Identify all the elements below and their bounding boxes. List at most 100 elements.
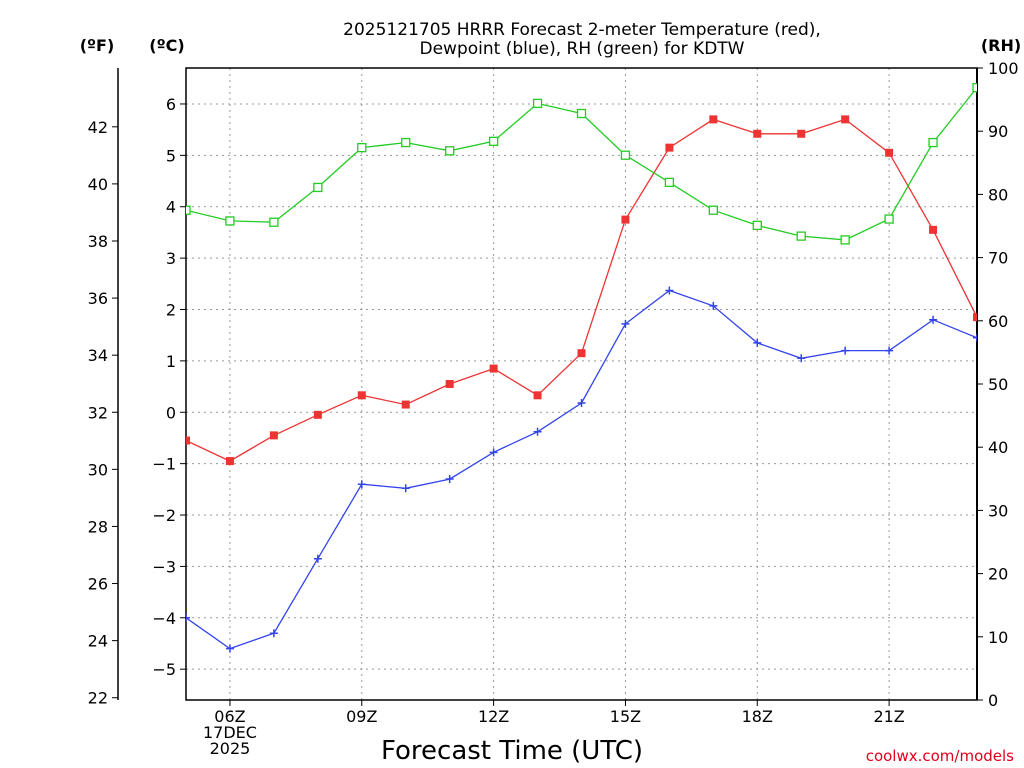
rh-tick-label: 60 [988, 312, 1008, 331]
rh-tick-label: 80 [988, 185, 1008, 204]
dewpoint-point [841, 346, 850, 355]
celsius-axis: −5 −4 −3 −2 −1 0 1 2 3 4 5 6 [152, 95, 186, 679]
fahrenheit-tick-label: 22 [88, 689, 108, 708]
dewpoint-point [929, 315, 938, 324]
temperature-point [841, 115, 850, 124]
celsius-unit-label: (ºC) [149, 36, 184, 55]
rh-point [620, 150, 631, 160]
temperature-point [621, 215, 630, 224]
fahrenheit-tick-label: 36 [88, 289, 108, 308]
data-series [186, 82, 977, 653]
rh-tick-label: 100 [988, 59, 1019, 78]
rh-tick-label: 50 [988, 375, 1008, 394]
temperature-point [709, 115, 718, 124]
dewpoint-point [577, 399, 586, 408]
celsius-tick-label: 5 [166, 146, 176, 165]
rh-tick-label: 70 [988, 249, 1008, 268]
axes [117, 67, 978, 701]
dewpoint-point [225, 644, 234, 653]
celsius-tick-label: −1 [152, 455, 176, 474]
rh-series [186, 82, 977, 245]
rh-point [532, 98, 543, 109]
time-tick-label: 06Z [214, 707, 245, 726]
temperature-point [445, 380, 454, 388]
celsius-tick-label: 3 [166, 249, 176, 268]
temperature-point [357, 391, 366, 400]
rh-point [708, 205, 718, 215]
dewpoint-point [621, 319, 630, 328]
x-axis-label: Forecast Time (UTC) [381, 736, 643, 766]
temperature-point [577, 349, 586, 358]
dewpoint-point [885, 346, 894, 355]
dewpoint-point [753, 338, 762, 347]
rh-point [401, 137, 411, 148]
time-tick-label: 12Z [478, 707, 509, 726]
celsius-tick-label: −3 [152, 557, 176, 576]
dewpoint-point [797, 354, 806, 363]
fahrenheit-tick-label: 34 [88, 346, 108, 365]
fahrenheit-tick-label: 28 [88, 517, 108, 536]
dewpoint-point [445, 475, 454, 484]
dewpoint-point [269, 629, 278, 638]
temperature-point [489, 364, 498, 373]
fahrenheit-tick-label: 30 [88, 460, 108, 479]
dewpoint-point [533, 427, 542, 436]
temperature-point [973, 313, 977, 322]
temperature-point [665, 143, 674, 152]
temperature-line [186, 118, 977, 462]
time-tick-label: 18Z [742, 707, 773, 726]
chart-title-line-2: Dewpoint (blue), RH (green) for KDTW [419, 39, 744, 59]
rh-point [884, 214, 894, 224]
time-tick-label: 17DEC [203, 723, 257, 742]
rh-axis: 0 10 20 30 40 50 60 70 80 90 100 [977, 59, 1019, 710]
rh-point [313, 182, 323, 193]
celsius-tick-label: 1 [166, 352, 176, 371]
rh-tick-label: 90 [988, 122, 1008, 141]
credit-text: coolwx.com/models [866, 747, 1014, 765]
temperature-point [186, 436, 190, 445]
dewpoint-point [489, 448, 498, 457]
temperature-point [797, 129, 806, 138]
time-tick-label: 15Z [610, 707, 641, 726]
temperature-point [401, 400, 410, 409]
dewpoint-point [401, 484, 410, 493]
fahrenheit-tick-label: 42 [88, 118, 108, 137]
time-tick-label: 09Z [346, 707, 377, 726]
rh-tick-label: 10 [988, 628, 1008, 647]
rh-point [186, 205, 191, 215]
fahrenheit-tick-label: 38 [88, 232, 108, 251]
celsius-tick-label: −5 [152, 660, 176, 679]
celsius-tick-label: 6 [166, 95, 176, 114]
dewpoint-series [186, 286, 977, 653]
rh-point [269, 217, 279, 227]
rh-point [445, 146, 455, 156]
dewpoint-point [665, 286, 674, 295]
dewpoint-point [186, 613, 190, 622]
rh-unit-label: (RH) [981, 36, 1021, 55]
rh-point [972, 82, 977, 93]
gridlines [186, 68, 977, 700]
dewpoint-point [313, 554, 322, 563]
rh-point [928, 137, 938, 148]
rh-point [576, 108, 587, 119]
time-tick-label: 2025 [210, 739, 251, 758]
fahrenheit-tick-label: 32 [88, 403, 108, 422]
temperature-point [269, 431, 278, 440]
rh-point [225, 216, 235, 226]
fahrenheit-unit-label: (ºF) [80, 36, 115, 55]
temperature-point [533, 391, 542, 400]
dewpoint-point [973, 333, 977, 342]
rh-point [664, 177, 675, 188]
time-tick-label: 21Z [873, 707, 904, 726]
temperature-point [313, 410, 322, 419]
rh-tick-label: 40 [988, 438, 1008, 457]
temperature-point [753, 129, 762, 138]
rh-tick-label: 0 [988, 691, 998, 710]
rh-point [840, 235, 850, 245]
temperature-point [225, 457, 234, 466]
fahrenheit-axis: 22 24 26 28 30 32 34 36 38 40 42 [88, 118, 118, 708]
dewpoint-point [709, 301, 718, 310]
rh-point [357, 142, 367, 153]
